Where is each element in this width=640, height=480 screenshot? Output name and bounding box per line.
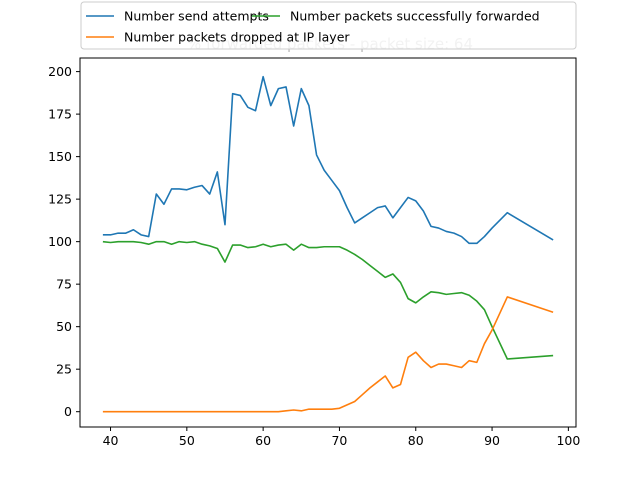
legend-label-1: Number send attempts <box>124 9 269 24</box>
y-tick-label: 0 <box>64 404 72 419</box>
x-tick-label: 100 <box>556 433 580 448</box>
y-tick-label: 200 <box>48 64 72 79</box>
plot-lines <box>102 75 554 413</box>
series-line-3 <box>102 296 554 413</box>
x-axis: 40 50 60 70 80 90 100 <box>103 427 580 448</box>
x-tick-label: 40 <box>103 433 119 448</box>
series-line-2 <box>102 240 554 360</box>
plot-frame <box>79 57 577 428</box>
x-tick-label: 80 <box>408 433 424 448</box>
y-tick-label: 25 <box>56 362 72 377</box>
legend: Number send attempts Number packets succe… <box>80 1 577 50</box>
x-tick-label: 60 <box>255 433 271 448</box>
x-tick-label: 70 <box>331 433 347 448</box>
legend-label-2: Number packets successfully forwarded <box>290 9 540 24</box>
y-tick-label: 150 <box>48 149 72 164</box>
series-line-1 <box>102 75 554 245</box>
legend-label-3: Number packets dropped at IP layer <box>124 30 350 45</box>
y-tick-label: 175 <box>48 107 72 122</box>
y-tick-label: 75 <box>56 277 72 292</box>
y-tick-label: 100 <box>48 234 72 249</box>
y-axis: 0 25 50 75 100 125 150 175 200 <box>48 64 80 419</box>
x-tick-label: 50 <box>179 433 195 448</box>
legend-box <box>80 1 577 50</box>
y-tick-label: 50 <box>56 319 72 334</box>
y-tick-label: 125 <box>48 192 72 207</box>
x-tick-label: 90 <box>484 433 500 448</box>
